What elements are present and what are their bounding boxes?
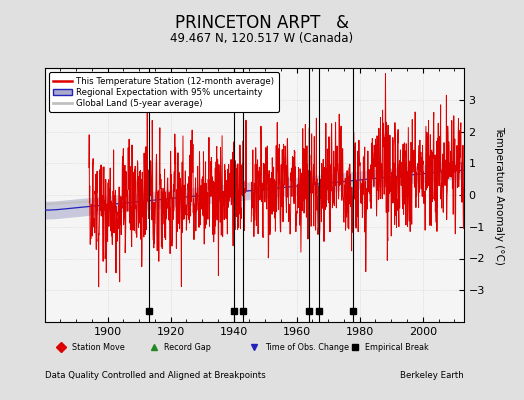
Y-axis label: Temperature Anomaly (°C): Temperature Anomaly (°C)	[495, 126, 505, 264]
Text: Data Quality Controlled and Aligned at Breakpoints: Data Quality Controlled and Aligned at B…	[45, 371, 265, 380]
Text: Berkeley Earth: Berkeley Earth	[400, 371, 464, 380]
Text: Station Move: Station Move	[72, 342, 125, 352]
Text: Record Gap: Record Gap	[164, 342, 211, 352]
Legend: This Temperature Station (12-month average), Regional Expectation with 95% uncer: This Temperature Station (12-month avera…	[49, 72, 279, 112]
Text: PRINCETON ARPT   &: PRINCETON ARPT &	[175, 14, 349, 32]
Text: Empirical Break: Empirical Break	[365, 342, 429, 352]
Text: Time of Obs. Change: Time of Obs. Change	[265, 342, 348, 352]
Text: 49.467 N, 120.517 W (Canada): 49.467 N, 120.517 W (Canada)	[170, 32, 354, 45]
